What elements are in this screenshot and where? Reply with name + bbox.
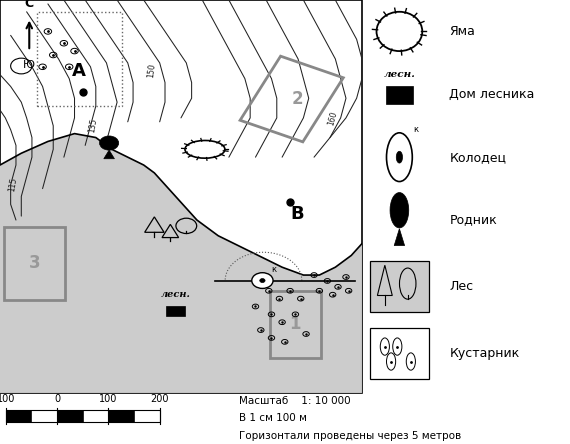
Circle shape [396, 151, 402, 163]
Bar [83, 410, 108, 421]
Text: 200: 200 [150, 394, 169, 404]
Text: Лес: Лес [449, 280, 474, 293]
Bar [240, 56, 343, 142]
Bar [134, 410, 160, 421]
Bar [37, 12, 123, 106]
Circle shape [386, 133, 412, 182]
Text: Кустарник: Кустарник [449, 347, 520, 360]
Text: 1: 1 [290, 315, 301, 333]
Text: 115: 115 [7, 177, 19, 193]
Bar [6, 410, 160, 421]
Text: 135: 135 [87, 118, 99, 134]
Bar [370, 328, 429, 379]
Ellipse shape [377, 12, 422, 51]
Text: В: В [290, 205, 304, 223]
Bar [31, 410, 57, 421]
Text: Горизонтали проведены через 5 метров: Горизонтали проведены через 5 метров [239, 431, 462, 441]
Bar [270, 291, 321, 357]
Text: лесн.: лесн. [161, 290, 190, 299]
Bar [370, 262, 429, 313]
Text: Колодец: Колодец [449, 151, 506, 164]
Polygon shape [0, 134, 362, 393]
Text: С: С [25, 0, 34, 10]
Ellipse shape [185, 140, 225, 158]
Bar [4, 227, 65, 300]
Text: к: к [271, 265, 276, 274]
Text: лесн.: лесн. [384, 70, 416, 79]
Text: Яма: Яма [449, 25, 475, 38]
Bar [166, 306, 185, 316]
Bar [57, 410, 83, 421]
Text: 150: 150 [146, 63, 157, 79]
Text: В 1 см 100 м: В 1 см 100 м [239, 413, 307, 424]
Bar [108, 410, 134, 421]
Circle shape [260, 278, 265, 282]
Text: 2: 2 [291, 90, 303, 108]
Text: Родник: Родник [449, 214, 497, 226]
Bar [6, 410, 31, 421]
Text: Ю: Ю [23, 60, 35, 70]
Text: к: к [413, 125, 418, 134]
Circle shape [390, 193, 409, 228]
Polygon shape [394, 229, 405, 246]
Text: 100: 100 [99, 394, 117, 404]
Polygon shape [104, 150, 115, 159]
Circle shape [252, 273, 273, 289]
Text: А: А [72, 62, 86, 80]
Text: Дом лесника: Дом лесника [449, 88, 535, 101]
Text: 0: 0 [54, 394, 60, 404]
Text: Масштаб    1: 10 000: Масштаб 1: 10 000 [239, 396, 351, 406]
Text: 160: 160 [327, 110, 339, 126]
Circle shape [100, 136, 119, 150]
Text: 100: 100 [0, 394, 15, 404]
Text: 3: 3 [29, 254, 40, 272]
Bar [386, 87, 413, 104]
